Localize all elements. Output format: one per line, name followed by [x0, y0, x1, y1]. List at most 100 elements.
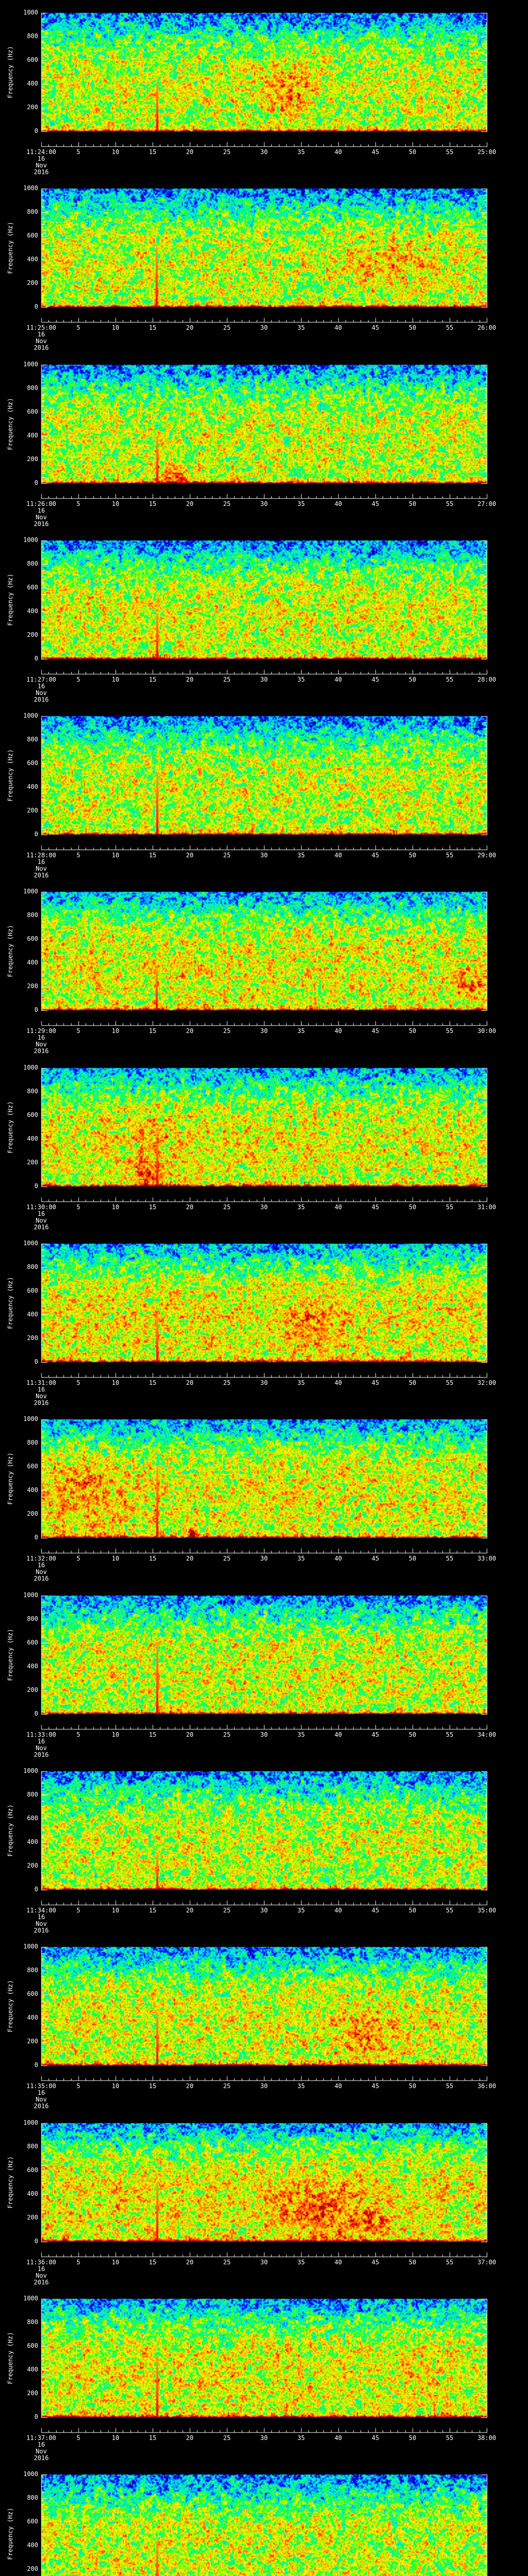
- x-tick-label: 40: [334, 1555, 342, 1562]
- y-tick-label: 0: [34, 831, 38, 838]
- y-tick-label: 1000: [23, 1064, 38, 1071]
- y-tick-label: 0: [34, 2413, 38, 2420]
- y-tick-label: 1000: [23, 888, 38, 895]
- x-tick-label: 35: [297, 1027, 305, 1035]
- x-tick-label: 35: [297, 148, 305, 156]
- x-tick-label: 40: [334, 1907, 342, 1914]
- y-tick-label: 800: [27, 208, 38, 215]
- spectrogram-canvas: [0, 1758, 528, 1935]
- y-tick-label: 400: [27, 432, 38, 439]
- x-tick-label: 40: [334, 1204, 342, 1211]
- x-tick-label: 5: [76, 1555, 80, 1562]
- y-tick-label: 0: [34, 127, 38, 134]
- x-tick-label: 15: [148, 1204, 157, 1211]
- x-tick-label: 40: [334, 2259, 342, 2266]
- x-tick-label: 40: [334, 148, 342, 156]
- x-tick-label: 45: [371, 2259, 380, 2266]
- y-tick-label: 600: [27, 2342, 38, 2349]
- x-tick-label: 15: [148, 1555, 157, 1562]
- spectrogram-canvas: [0, 176, 528, 352]
- x-start-time-label: 11:29:00: [26, 1027, 56, 1035]
- y-tick-label: 0: [34, 1182, 38, 1190]
- y-tick-label: 1000: [23, 1415, 38, 1422]
- x-tick-label: 25: [223, 1907, 231, 1914]
- spectrogram-panel-15: Frequency (Hz)0200400600800100011:38:001…: [0, 2462, 528, 2576]
- x-tick-label: 55: [446, 852, 454, 859]
- x-tick-label: 25: [223, 1027, 231, 1035]
- y-tick-label: 1000: [23, 712, 38, 719]
- x-tick-label: 20: [186, 1907, 194, 1914]
- x-tick-label: 30: [260, 1555, 268, 1562]
- y-tick-label: 0: [34, 2238, 38, 2245]
- y-tick-label: 200: [27, 1510, 38, 1517]
- y-tick-label: 0: [34, 1534, 38, 1541]
- spectrogram-canvas: [0, 1934, 528, 2111]
- y-tick-label: 0: [34, 303, 38, 310]
- x-end-time-label: 36:00: [477, 2082, 497, 2090]
- x-start-time-label: 11:31:00: [26, 1379, 56, 1386]
- x-tick-label: 20: [186, 1731, 194, 1738]
- date-line: Nov: [36, 1217, 47, 1224]
- y-axis-title: Frequency (Hz): [7, 1629, 14, 1681]
- spectrogram-canvas: [0, 1055, 528, 1232]
- y-tick-label: 800: [27, 1088, 38, 1095]
- y-tick-label: 600: [27, 56, 38, 63]
- date-line: 2016: [34, 1751, 49, 1758]
- y-tick-label: 600: [27, 2518, 38, 2525]
- y-tick-label: 1000: [23, 361, 38, 368]
- date-line: 2016: [34, 2103, 49, 2110]
- x-tick-label: 25: [223, 1555, 231, 1562]
- y-tick-label: 200: [27, 807, 38, 814]
- x-tick-label: 45: [371, 1027, 380, 1035]
- y-tick-label: 1000: [23, 9, 38, 16]
- x-tick-label: 10: [111, 1027, 120, 1035]
- y-tick-label: 600: [27, 1815, 38, 1822]
- y-axis-title: Frequency (Hz): [7, 2507, 14, 2560]
- x-tick-label: 50: [408, 1731, 417, 1738]
- x-tick-label: 35: [297, 2434, 305, 2442]
- spectrogram-panel-8: Frequency (Hz) 0 200 400 600 800 1000 11:31:00 1…: [0, 1231, 528, 1408]
- x-tick-label: 50: [408, 1027, 417, 1035]
- x-end-time-label: 37:00: [477, 2259, 497, 2266]
- x-tick-label: 50: [408, 1379, 417, 1386]
- x-tick-label: 20: [186, 2082, 194, 2090]
- y-axis-title: Frequency (Hz): [7, 398, 14, 450]
- y-tick-label: 200: [27, 2038, 38, 2045]
- x-tick-label: 10: [111, 500, 120, 507]
- x-tick-label: 35: [297, 1204, 305, 1211]
- y-tick-label: 1000: [23, 2295, 38, 2302]
- date-line: Nov: [36, 2448, 47, 2455]
- date-line: Nov: [36, 689, 47, 697]
- x-start-time-label: 11:35:00: [26, 2082, 56, 2090]
- x-tick-label: 35: [297, 676, 305, 683]
- y-tick-label: 800: [27, 1967, 38, 1974]
- x-end-time-label: 29:00: [477, 852, 497, 859]
- y-tick-label: 0: [34, 2061, 38, 2069]
- y-tick-label: 400: [27, 1135, 38, 1142]
- y-tick-label: 800: [27, 736, 38, 743]
- x-tick-label: 55: [446, 1555, 454, 1562]
- y-tick-label: 400: [27, 2366, 38, 2373]
- spectrogram-canvas: [0, 352, 528, 529]
- x-tick-label: 5: [76, 500, 80, 507]
- x-tick-label: 45: [371, 1907, 380, 1914]
- y-tick-label: 0: [34, 1358, 38, 1365]
- x-tick-label: 40: [334, 1027, 342, 1035]
- x-tick-label: 5: [76, 676, 80, 683]
- date-line: 16: [37, 331, 45, 338]
- x-tick-label: 30: [260, 676, 268, 683]
- y-tick-label: 400: [27, 1311, 38, 1318]
- x-tick-label: 25: [223, 148, 231, 156]
- y-tick-label: 600: [27, 1463, 38, 1470]
- spectrogram-canvas: [0, 528, 528, 704]
- date-line: Nov: [36, 1393, 47, 1400]
- x-tick-label: 45: [371, 1731, 380, 1738]
- x-tick-label: 25: [223, 1204, 231, 1211]
- x-tick-label: 50: [408, 2082, 417, 2090]
- x-tick-label: 5: [76, 1907, 80, 1914]
- spectrogram-panel-13: Frequency (Hz) 0 200 400 600 800 1000 11:36:00 1…: [0, 2110, 528, 2287]
- y-tick-label: 800: [27, 2318, 38, 2326]
- spectrogram-panel-6: Frequency (Hz) 0 200 400 600 800 1000 11:29:00 1…: [0, 879, 528, 1056]
- y-tick-label: 1000: [23, 184, 38, 192]
- y-tick-label: 200: [27, 2565, 38, 2572]
